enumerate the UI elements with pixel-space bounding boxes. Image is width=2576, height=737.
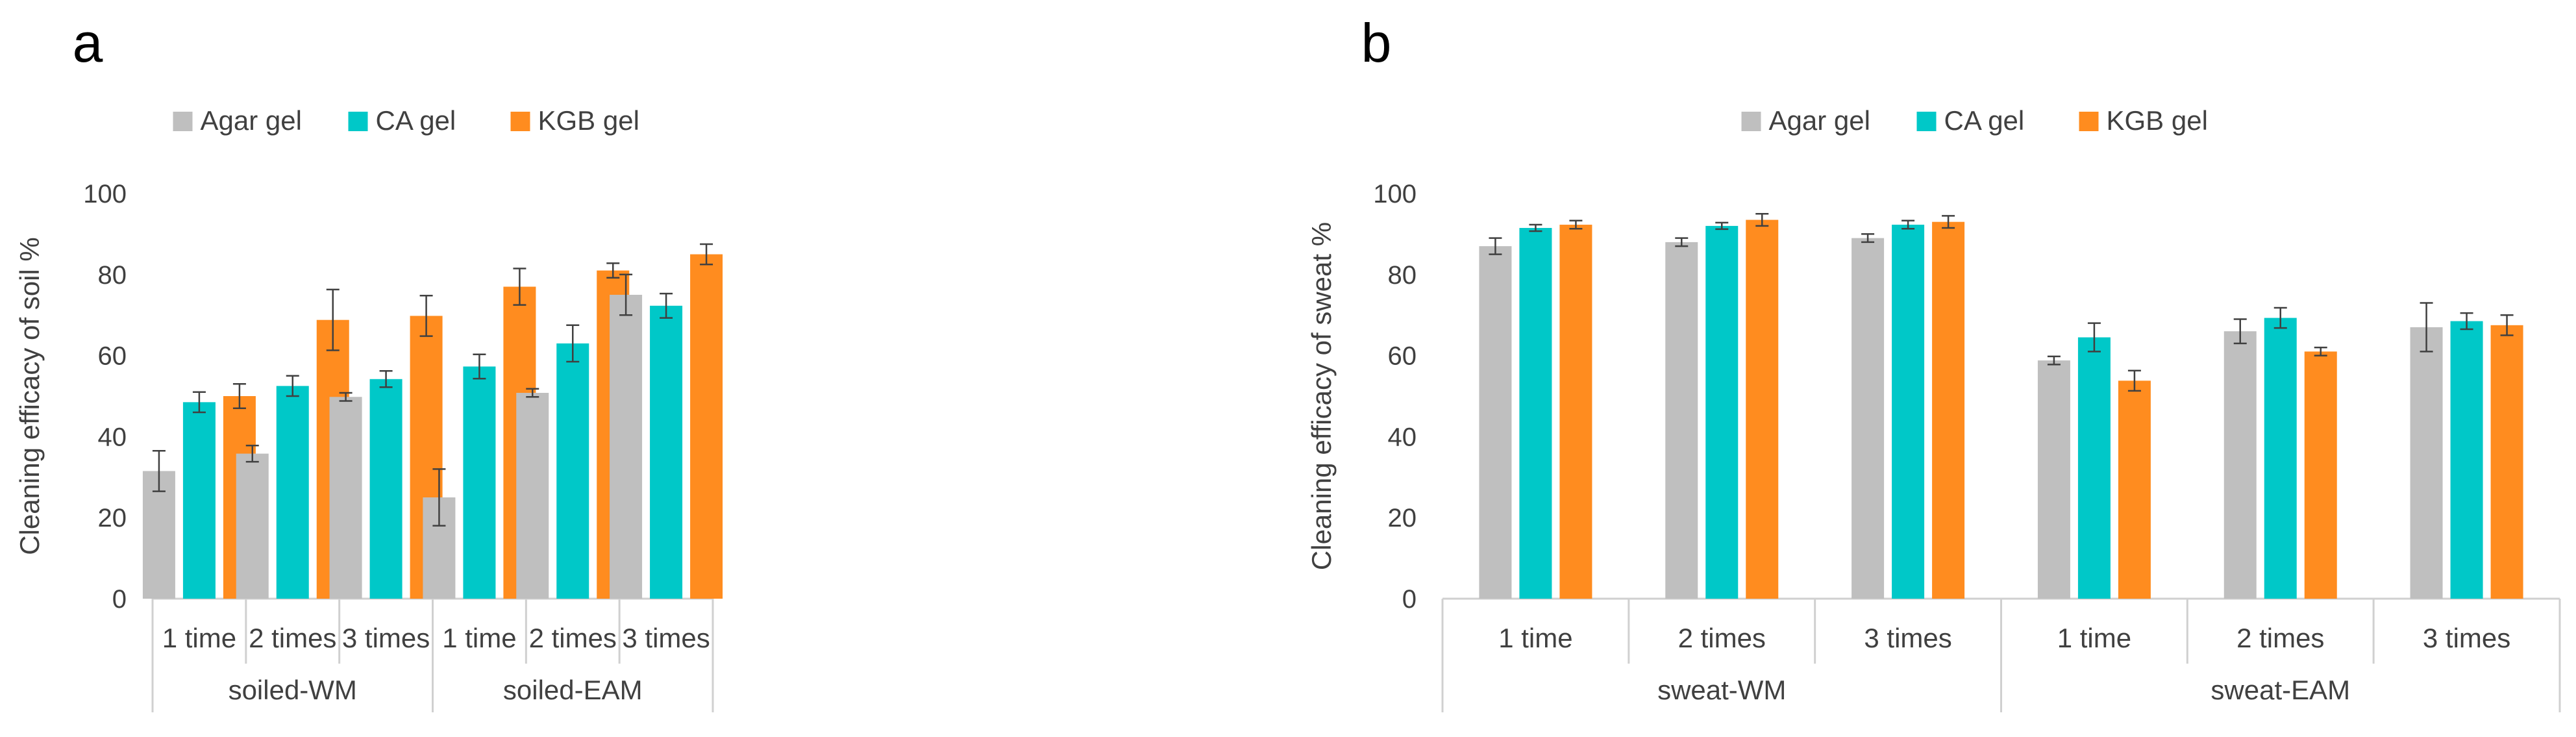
panel-label: a [73,12,103,73]
y-tick-label: 0 [1402,585,1417,614]
x-category-label: 3 times [1864,623,1951,653]
bar [650,305,683,599]
legend-swatch [348,112,368,131]
y-tick-label: 20 [98,504,127,532]
y-axis-title: Cleaning efficacy of soil % [14,237,45,555]
legend-swatch [2079,112,2099,131]
y-tick-label: 80 [1388,261,1417,290]
bar [463,366,496,599]
x-category-label: 1 time [442,623,516,653]
bar [2450,321,2483,599]
bar [236,453,269,599]
legend-swatch [1916,112,1937,131]
bar [556,343,589,599]
bar [1665,242,1698,599]
x-group-label: soiled-EAM [503,675,643,705]
legend-label: KGB gel [2107,105,2208,136]
bar [1479,246,1512,599]
x-group-label: soiled-WM [229,675,357,705]
bar [610,295,643,599]
x-category-label: 2 times [529,623,617,653]
bar [276,386,309,599]
bar [369,379,402,599]
y-tick-label: 80 [98,261,127,290]
x-group-label: sweat-WM [1657,675,1786,705]
x-category-label: 1 time [2057,623,2131,653]
bar [1932,221,1965,599]
y-tick-label: 60 [1388,342,1417,371]
bar [1892,225,1925,599]
bar [182,402,216,599]
y-tick-label: 0 [112,585,127,614]
bar [1852,238,1885,599]
bar [2410,327,2443,599]
bar [2077,337,2111,599]
y-tick-label: 100 [83,180,127,208]
bar [2304,351,2337,599]
legend-label: KGB gel [538,105,639,136]
y-tick-label: 40 [98,423,127,451]
panel-label: b [1361,12,1392,73]
bar [2118,381,2151,599]
legend-label: CA gel [376,105,456,136]
legend-label: CA gel [1944,105,2025,136]
bar [2264,318,2297,599]
legend-label: Agar gel [201,105,302,136]
x-category-label: 1 time [1498,623,1572,653]
x-category-label: 2 times [1678,623,1766,653]
x-category-label: 3 times [2423,623,2510,653]
bar [1705,225,1739,599]
x-category-label: 1 time [162,623,236,653]
x-category-label: 3 times [622,623,710,653]
panel-b-sweat-chart: b Agar gel CA gel KGB gel 0 20 40 60 80 100 Cleani… [1306,12,2561,712]
bar [1559,225,1592,599]
bar [329,397,362,599]
x-group-label: sweat-EAM [2211,675,2350,705]
legend-label: Agar gel [1769,105,1870,136]
bar [2037,360,2070,599]
bar [2223,331,2257,599]
x-category-label: 2 times [249,623,336,653]
y-axis-title: Cleaning efficacy of sweat % [1306,222,1337,570]
y-tick-label: 40 [1388,423,1417,451]
bar [690,254,723,599]
y-tick-label: 20 [1388,504,1417,532]
panel-a-soil-chart: a Agar gel CA gel KGB gel 0 20 40 60 80 100 Cleani… [14,12,723,712]
legend-swatch [1741,112,1761,131]
x-category-label: 3 times [342,623,430,653]
legend-swatch [173,112,193,131]
bar [1746,219,1779,599]
bar [516,393,549,599]
y-tick-label: 100 [1373,180,1417,208]
y-tick-label: 60 [98,342,127,371]
bar [2490,325,2523,599]
bar [142,471,175,599]
bar [1519,228,1552,599]
legend-swatch [510,112,530,131]
x-category-label: 2 times [2236,623,2324,653]
